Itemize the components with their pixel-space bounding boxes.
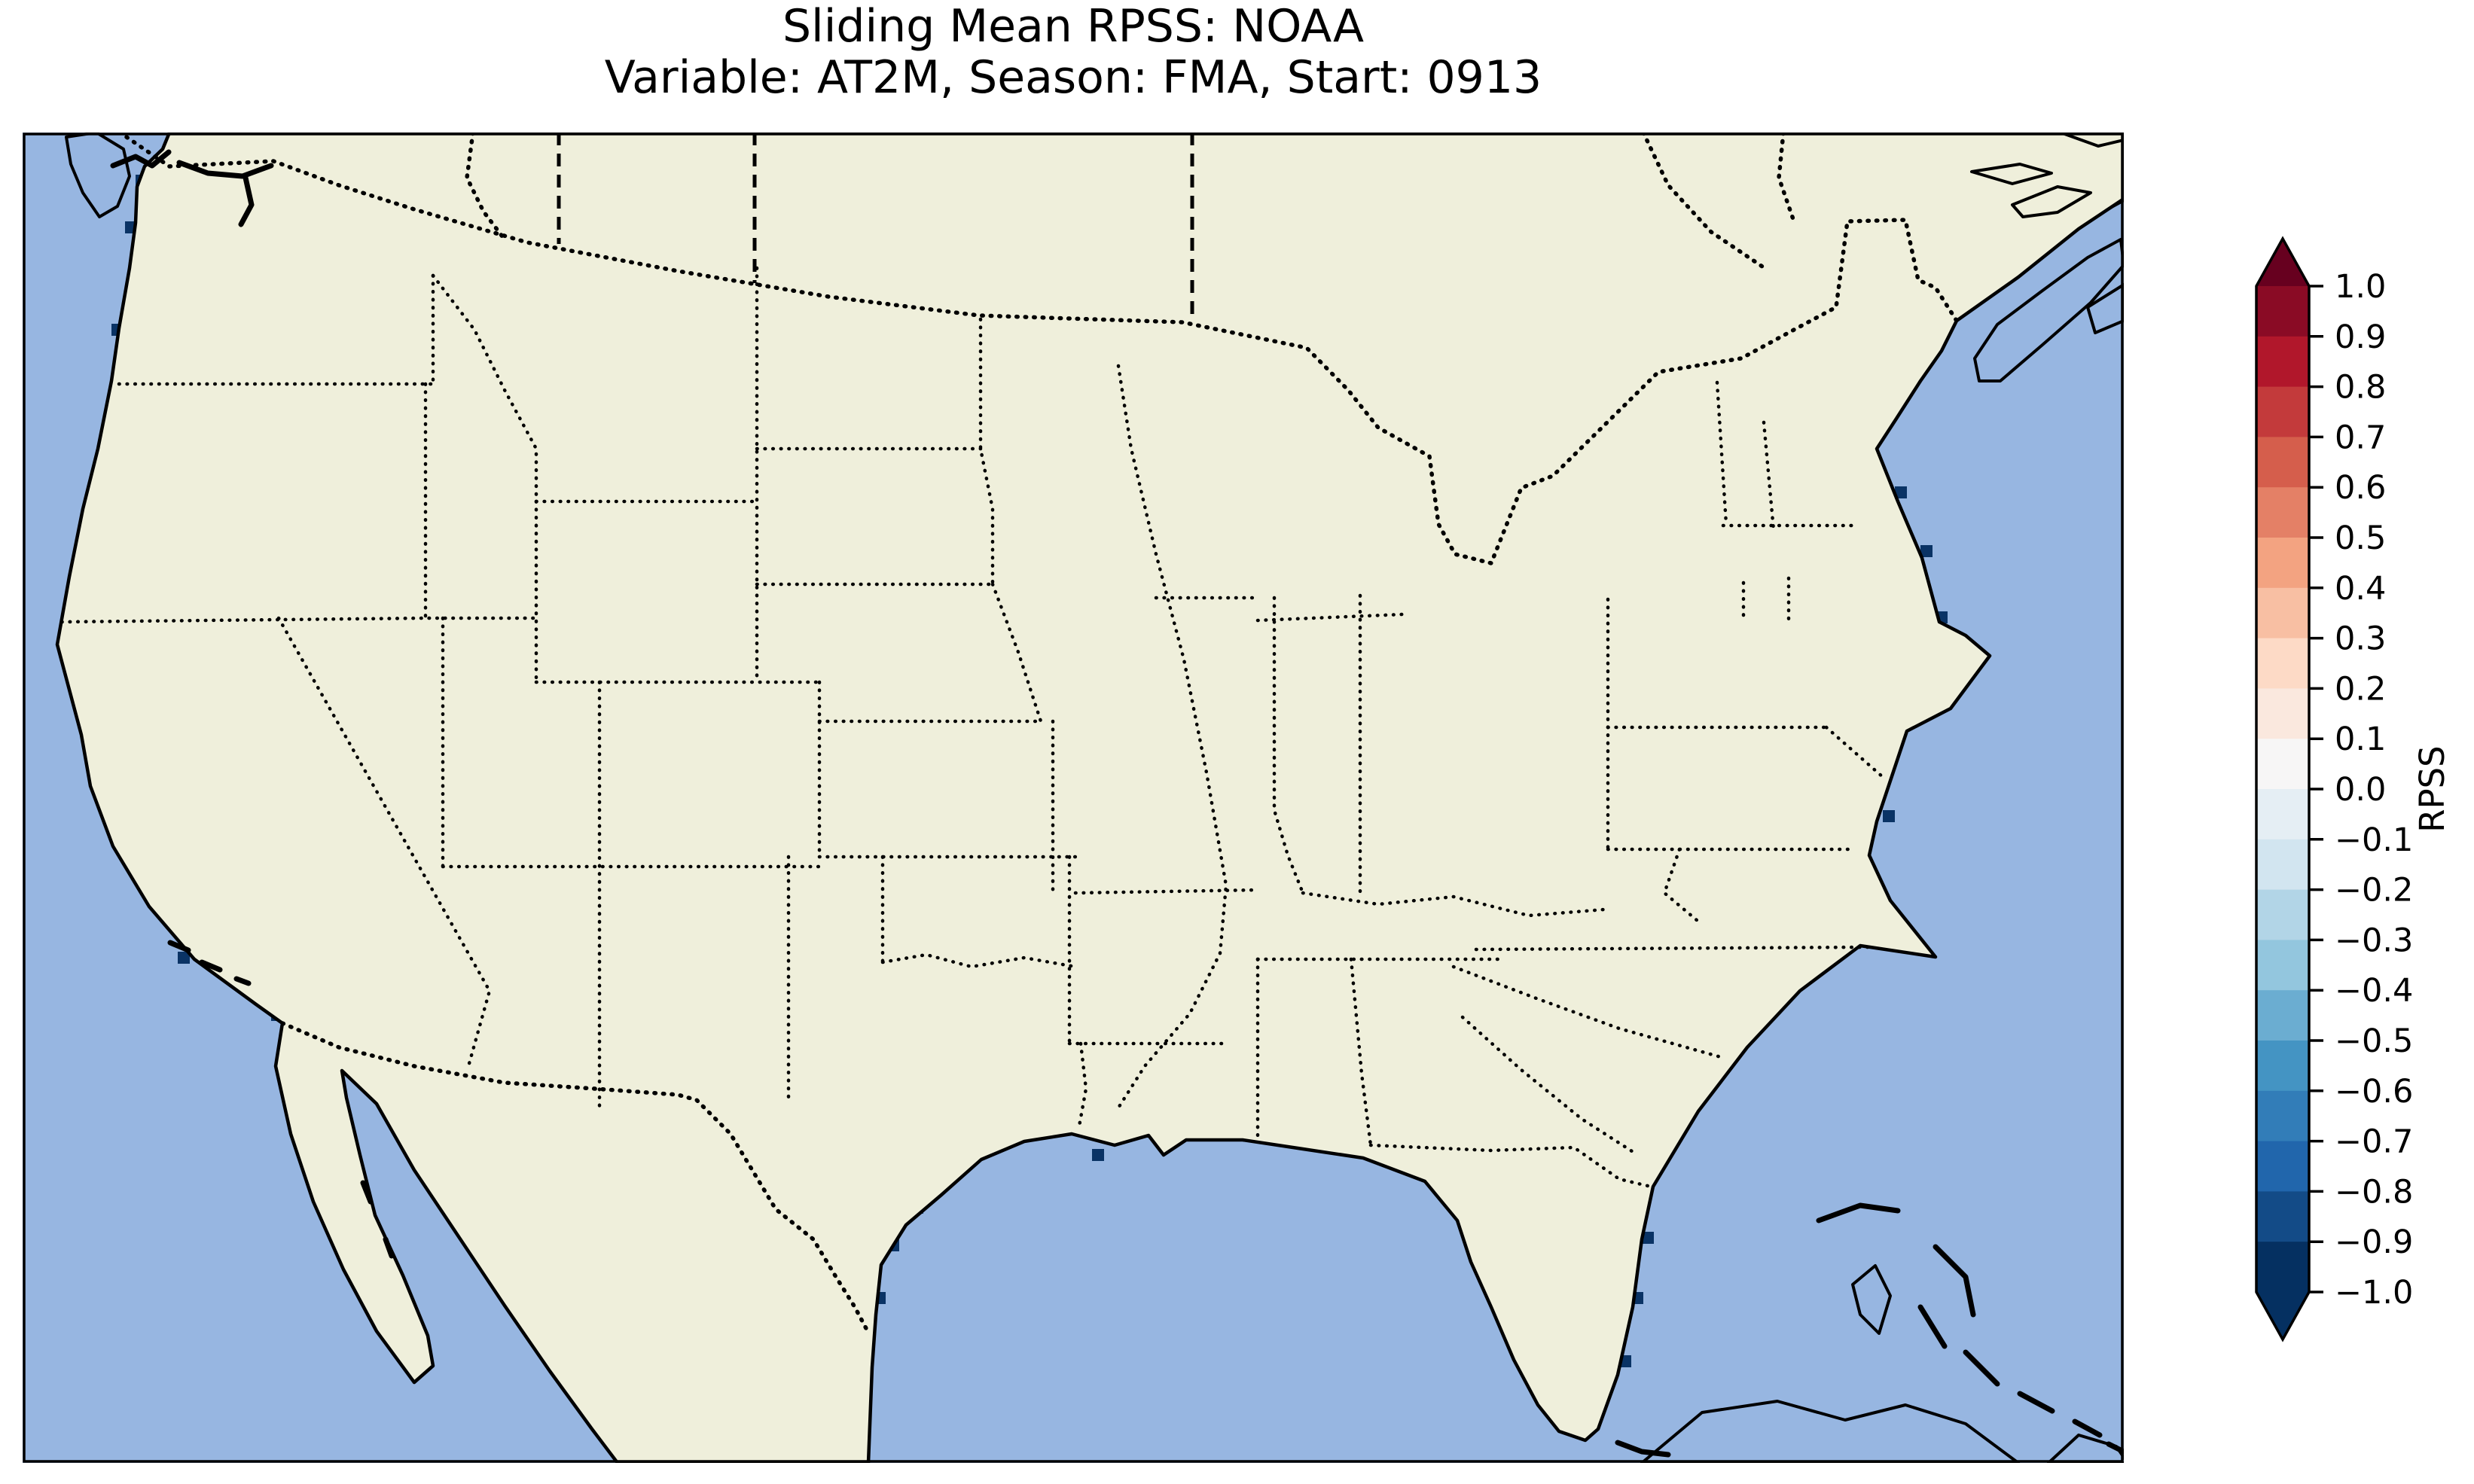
svg-text:−0.4: −0.4 <box>2335 972 2413 1010</box>
svg-text:0.3: 0.3 <box>2335 620 2386 658</box>
svg-text:−1.0: −1.0 <box>2335 1274 2413 1312</box>
colorbar-tick-marks <box>2309 285 2323 1294</box>
colorbar-tick-labels: 1.0 0.9 0.8 0.7 0.6 0.5 0.4 0.3 0.2 0.1 … <box>2335 268 2413 1312</box>
svg-text:0.5: 0.5 <box>2335 520 2386 557</box>
cuba <box>1640 1400 2020 1463</box>
svg-text:−0.6: −0.6 <box>2335 1073 2413 1111</box>
svg-text:−0.7: −0.7 <box>2335 1123 2413 1161</box>
vancouver-island <box>65 133 131 218</box>
andros-island <box>1851 1264 1892 1335</box>
us-mexico-border <box>280 1021 870 1333</box>
svg-text:−0.3: −0.3 <box>2335 922 2413 959</box>
svg-text:1.0: 1.0 <box>2335 268 2386 306</box>
colorbar-outline <box>2255 236 2311 1342</box>
bahamas-chain-outline <box>1816 1202 2124 1455</box>
map-axes[interactable] <box>23 133 2124 1463</box>
islands <box>65 133 2124 1463</box>
bay-of-fundy <box>1957 204 2124 360</box>
colorbar-under-arrow <box>2256 1292 2309 1339</box>
international-borders <box>124 135 1959 1333</box>
figure-title: Sliding Mean RPSS: NOAA Variable: AT2M, … <box>23 0 2124 104</box>
svg-text:−0.5: −0.5 <box>2335 1022 2413 1060</box>
florida-keys-outline <box>1615 1440 1671 1458</box>
svg-text:0.0: 0.0 <box>2335 771 2386 809</box>
prince-edward-island <box>2011 185 2092 218</box>
puget-sound-coast <box>110 149 274 227</box>
map-frame <box>23 133 2124 1463</box>
svg-text:0.9: 0.9 <box>2335 318 2386 356</box>
colorbar-axis-label: RPSS <box>2412 745 2452 833</box>
island-outlines <box>110 149 2124 1458</box>
title-line-2: Variable: AT2M, Season: FMA, Start: 0913 <box>604 50 1542 104</box>
newfoundland-corner <box>2059 133 2124 148</box>
colorbar-segments <box>2256 239 2309 1339</box>
channel-islands-outline <box>167 940 252 986</box>
gulf-california-islands <box>360 1180 395 1259</box>
colorbar-over-arrow <box>2256 239 2309 286</box>
svg-text:0.7: 0.7 <box>2335 419 2386 456</box>
us-canada-border <box>124 135 1959 565</box>
svg-text:0.2: 0.2 <box>2335 670 2386 708</box>
svg-text:0.6: 0.6 <box>2335 469 2386 507</box>
svg-text:0.1: 0.1 <box>2335 721 2386 758</box>
svg-text:−0.8: −0.8 <box>2335 1173 2413 1211</box>
us-state-borders <box>59 266 1885 1189</box>
title-line-1: Sliding Mean RPSS: NOAA <box>782 0 1365 53</box>
svg-text:−0.1: −0.1 <box>2335 821 2413 859</box>
svg-text:0.8: 0.8 <box>2335 369 2386 407</box>
svg-text:−0.2: −0.2 <box>2335 872 2413 910</box>
svg-text:−0.9: −0.9 <box>2335 1223 2413 1261</box>
canada-province-borders <box>465 133 1796 322</box>
anticosti-island <box>1970 163 2053 185</box>
ontario-quebec-border <box>1641 133 1765 269</box>
nova-scotia <box>1973 238 2124 382</box>
svg-text:0.4: 0.4 <box>2335 570 2386 608</box>
cape-breton-island <box>2086 283 2124 334</box>
